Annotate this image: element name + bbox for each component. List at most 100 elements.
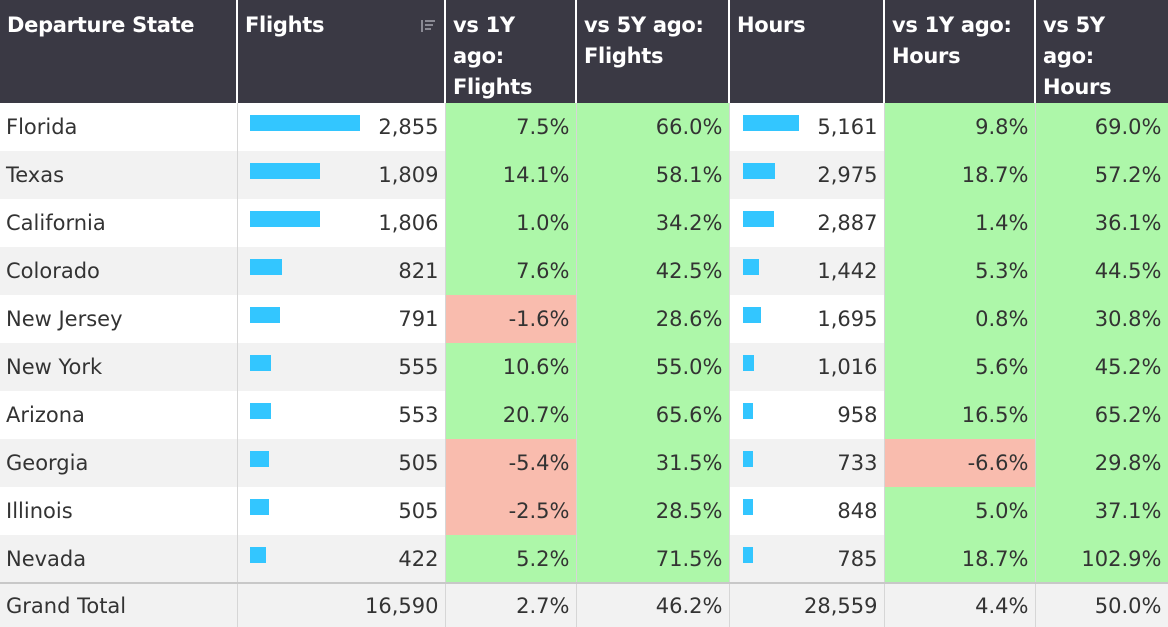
hours-data-bar (742, 355, 754, 371)
vs-5y-hours-cell: 29.8% (1035, 439, 1168, 487)
vs-1y-hours-cell: 9.8% (884, 103, 1036, 151)
flights-data-bar (249, 403, 271, 419)
hours-cell: 733 (729, 439, 885, 487)
flights-cell: 422 (237, 535, 446, 583)
hours-data-bar (742, 547, 753, 563)
vs-5y-flights-cell: 31.5% (576, 439, 730, 487)
table-row[interactable]: Illinois 505 -2.5% 28.5% 848 5.0% 37.1% (0, 487, 1168, 535)
vs-5y-hours-cell: 36.1% (1035, 199, 1168, 247)
vs-5y-flights-cell: 34.2% (576, 199, 730, 247)
table-row[interactable]: New York 555 10.6% 55.0% 1,016 5.6% 45.2% (0, 343, 1168, 391)
flights-data-bar (249, 499, 269, 515)
flights-cell: 555 (237, 343, 446, 391)
sort-descending-icon[interactable] (420, 12, 436, 32)
flights-cell: 505 (237, 487, 446, 535)
header-hours[interactable]: Hours (729, 0, 885, 103)
vs-5y-hours-cell: 44.5% (1035, 247, 1168, 295)
vs-5y-hours-cell: 30.8% (1035, 295, 1168, 343)
header-label-line2: Flights (584, 44, 664, 68)
vs-1y-flights-cell: -1.6% (445, 295, 577, 343)
hours-data-bar (742, 403, 753, 419)
vs-5y-hours-cell: 45.2% (1035, 343, 1168, 391)
vs-5y-hours-cell: 57.2% (1035, 151, 1168, 199)
hours-data-bar (742, 499, 753, 515)
vs-1y-hours-cell: -6.6% (884, 439, 1036, 487)
table-row[interactable]: Florida 2,855 7.5% 66.0% 5,161 9.8% 69.0% (0, 103, 1168, 151)
vs-1y-hours-cell: 1.4% (884, 199, 1036, 247)
flights-data-bar (249, 211, 320, 227)
vs-5y-flights-cell: 71.5% (576, 535, 730, 583)
table-row[interactable]: Georgia 505 -5.4% 31.5% 733 -6.6% 29.8% (0, 439, 1168, 487)
flights-data-bar (249, 307, 280, 323)
vs-1y-hours-cell: 18.7% (884, 151, 1036, 199)
hours-cell: 958 (729, 391, 885, 439)
state-cell: Nevada (0, 535, 238, 583)
vs-5y-hours-cell: 69.0% (1035, 103, 1168, 151)
hours-cell: 2,887 (729, 199, 885, 247)
header-flights[interactable]: Flights (237, 0, 446, 103)
vs-1y-hours-cell: 5.6% (884, 343, 1036, 391)
table-row[interactable]: California 1,806 1.0% 34.2% 2,887 1.4% 36.1% (0, 199, 1168, 247)
header-vs-1y-flights[interactable]: vs 1Y ago: Flights (445, 0, 577, 103)
state-cell: Texas (0, 151, 238, 199)
vs-1y-flights-cell: 1.0% (445, 199, 577, 247)
header-label: Departure State (7, 13, 195, 37)
header-label: Flights (245, 13, 325, 37)
total-label: Grand Total (0, 582, 238, 627)
vs-5y-flights-cell: 28.5% (576, 487, 730, 535)
vs-1y-hours-cell: 0.8% (884, 295, 1036, 343)
header-vs-1y-hours[interactable]: vs 1Y ago: Hours (884, 0, 1036, 103)
flights-cell: 553 (237, 391, 446, 439)
flights-data-bar (249, 355, 271, 371)
vs-5y-hours-cell: 37.1% (1035, 487, 1168, 535)
vs-1y-flights-cell: -2.5% (445, 487, 577, 535)
vs-5y-hours-cell: 102.9% (1035, 535, 1168, 583)
flights-data-bar (249, 547, 266, 563)
vs-1y-flights-cell: 7.5% (445, 103, 577, 151)
vs-5y-flights-cell: 55.0% (576, 343, 730, 391)
vs-5y-flights-cell: 28.6% (576, 295, 730, 343)
flights-data-bar (249, 115, 360, 131)
vs-5y-flights-cell: 58.1% (576, 151, 730, 199)
header-vs-5y-hours[interactable]: vs 5Y ago: Hours (1035, 0, 1168, 103)
vs-5y-flights-cell: 65.6% (576, 391, 730, 439)
state-cell: Arizona (0, 391, 238, 439)
flights-cell: 2,855 (237, 103, 446, 151)
flights-cell: 791 (237, 295, 446, 343)
total-vs-5y-flights: 46.2% (576, 582, 730, 627)
vs-1y-flights-cell: 20.7% (445, 391, 577, 439)
header-label-line2: Hours (892, 44, 961, 68)
header-label: Hours (737, 13, 806, 37)
state-cell: New York (0, 343, 238, 391)
vs-5y-hours-cell: 65.2% (1035, 391, 1168, 439)
hours-cell: 785 (729, 535, 885, 583)
table-row[interactable]: Texas 1,809 14.1% 58.1% 2,975 18.7% 57.2% (0, 151, 1168, 199)
hours-data-bar (742, 307, 761, 323)
hours-cell: 5,161 (729, 103, 885, 151)
hours-data-bar (742, 259, 759, 275)
header-vs-5y-flights[interactable]: vs 5Y ago: Flights (576, 0, 730, 103)
table-row[interactable]: Colorado 821 7.6% 42.5% 1,442 5.3% 44.5% (0, 247, 1168, 295)
state-cell: Florida (0, 103, 238, 151)
vs-5y-flights-cell: 66.0% (576, 103, 730, 151)
state-cell: Georgia (0, 439, 238, 487)
state-cell: New Jersey (0, 295, 238, 343)
hours-cell: 2,975 (729, 151, 885, 199)
hours-cell: 1,442 (729, 247, 885, 295)
flights-cell: 821 (237, 247, 446, 295)
header-label-line1: vs 5Y ago: (584, 13, 704, 37)
vs-1y-flights-cell: 10.6% (445, 343, 577, 391)
flights-cell: 1,809 (237, 151, 446, 199)
header-label-line1: vs 1Y ago: (892, 13, 1012, 37)
state-cell: Illinois (0, 487, 238, 535)
table-row[interactable]: Arizona 553 20.7% 65.6% 958 16.5% 65.2% (0, 391, 1168, 439)
table-row[interactable]: New Jersey 791 -1.6% 28.6% 1,695 0.8% 30.8% (0, 295, 1168, 343)
header-departure-state[interactable]: Departure State (0, 0, 238, 103)
hours-cell: 1,695 (729, 295, 885, 343)
state-cell: California (0, 199, 238, 247)
flights-cell: 505 (237, 439, 446, 487)
header-row: Departure State Flights vs 1Y ago: Flight… (0, 0, 1168, 103)
grand-total-row: Grand Total 16,590 2.7% 46.2% 28,559 4.4… (0, 582, 1168, 627)
table-row[interactable]: Nevada 422 5.2% 71.5% 785 18.7% 102.9% (0, 535, 1168, 583)
